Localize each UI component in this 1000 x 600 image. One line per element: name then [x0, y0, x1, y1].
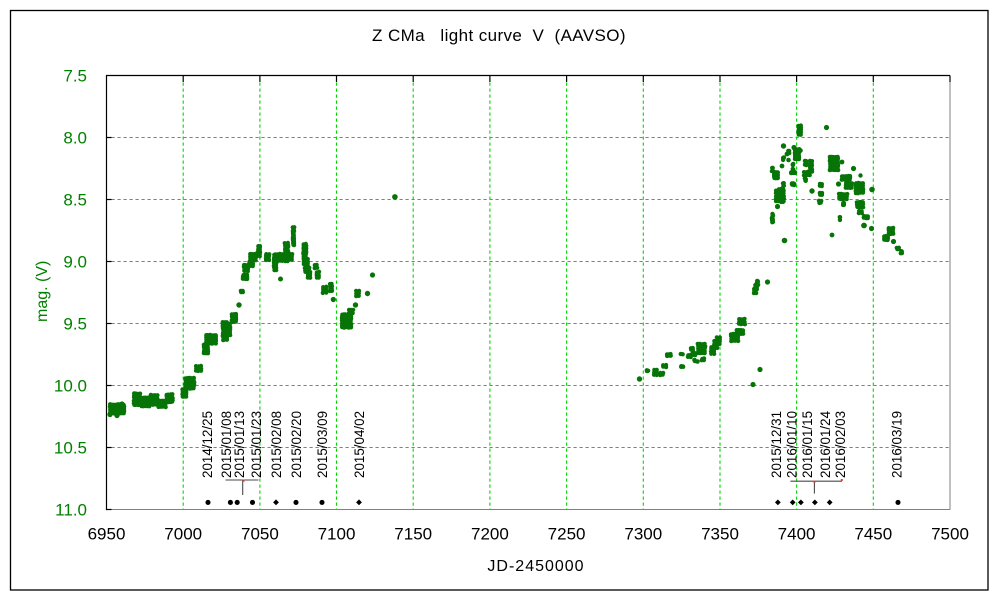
svg-text:11.0: 11.0: [55, 501, 87, 520]
svg-text:9.5: 9.5: [63, 315, 87, 334]
svg-text:2016/01/10: 2016/01/10: [784, 411, 799, 478]
svg-text:7350: 7350: [701, 525, 739, 544]
svg-text:JD-2450000: JD-2450000: [487, 558, 584, 575]
svg-text:2016/03/19: 2016/03/19: [889, 411, 904, 478]
svg-text:8.0: 8.0: [63, 129, 87, 148]
svg-text:7.5: 7.5: [63, 67, 87, 86]
svg-text:2014/12/25: 2014/12/25: [200, 411, 215, 478]
svg-text:7000: 7000: [164, 525, 202, 544]
svg-text:8.5: 8.5: [63, 191, 87, 210]
svg-text:10.0: 10.0: [54, 377, 87, 396]
svg-text:2015/03/09: 2015/03/09: [315, 411, 330, 478]
svg-text:2015/01/23: 2015/01/23: [249, 411, 264, 478]
svg-text:7400: 7400: [778, 525, 816, 544]
svg-text:2015/02/20: 2015/02/20: [289, 411, 304, 478]
svg-text:Z CMa light curve V (AAVSO: Z CMa light curve V (AAVSO): [372, 26, 626, 45]
svg-text:7200: 7200: [471, 525, 509, 544]
svg-text:2016/01/24: 2016/01/24: [818, 410, 833, 478]
svg-text:2016/01/15: 2016/01/15: [800, 411, 815, 478]
svg-text:2016/02/03: 2016/02/03: [833, 411, 848, 478]
svg-text:2015/01/08: 2015/01/08: [219, 411, 234, 478]
svg-text:7450: 7450: [854, 525, 892, 544]
svg-text:2015/01/13: 2015/01/13: [232, 411, 247, 478]
svg-text:2015/02/08: 2015/02/08: [269, 411, 284, 478]
svg-text:7500: 7500: [931, 525, 969, 544]
svg-text:9.0: 9.0: [63, 253, 87, 272]
svg-text:7100: 7100: [318, 525, 356, 544]
svg-text:7150: 7150: [394, 525, 432, 544]
svg-text:2015/04/02: 2015/04/02: [352, 411, 367, 478]
svg-text:7300: 7300: [624, 525, 662, 544]
svg-text:7250: 7250: [548, 525, 586, 544]
svg-text:mag. (V): mag. (V): [34, 261, 51, 322]
svg-text:2015/12/31: 2015/12/31: [769, 411, 784, 478]
svg-text:10.5: 10.5: [54, 439, 87, 458]
svg-text:7050: 7050: [241, 525, 279, 544]
svg-text:6950: 6950: [88, 525, 126, 544]
